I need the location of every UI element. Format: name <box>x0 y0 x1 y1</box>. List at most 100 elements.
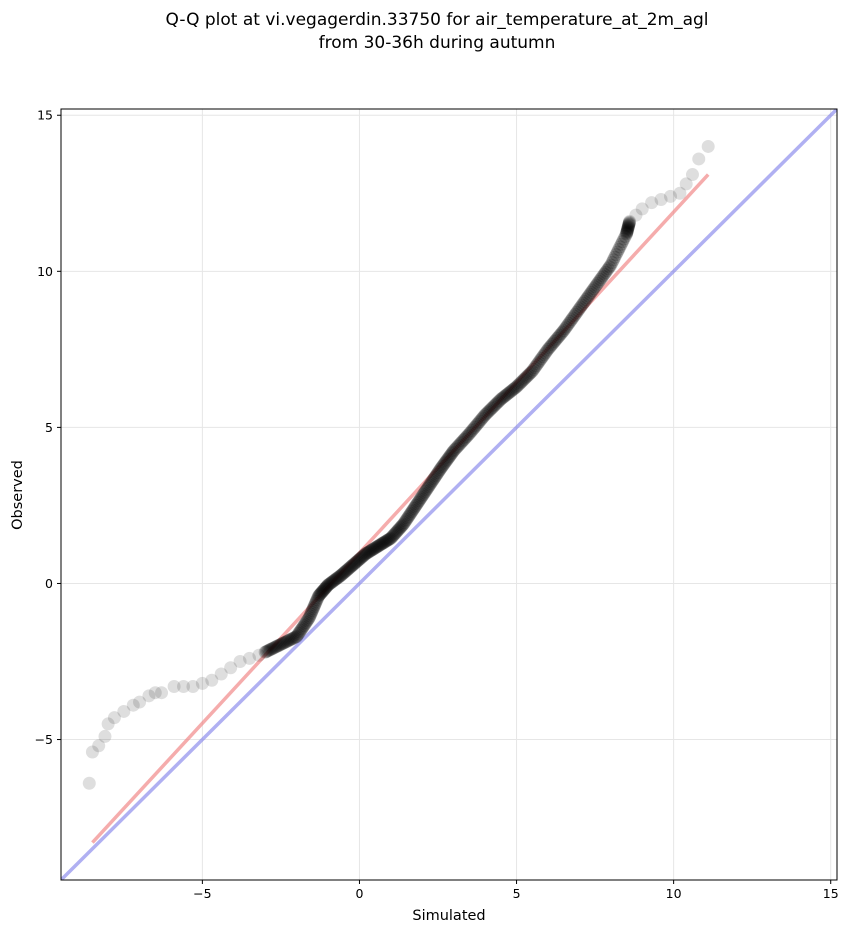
data-point <box>482 404 496 418</box>
data-point <box>436 458 450 472</box>
data-point <box>177 679 191 693</box>
data-point <box>538 346 552 360</box>
data-point <box>282 633 296 647</box>
data-point <box>618 229 632 243</box>
data-point <box>287 631 301 645</box>
data-point <box>422 480 436 494</box>
data-point <box>623 214 637 228</box>
data-point <box>425 475 439 489</box>
data-point <box>346 558 360 572</box>
data-point <box>305 605 319 619</box>
y-tick-label: 10 <box>37 264 53 279</box>
data-point <box>321 578 335 592</box>
data-point <box>515 375 529 389</box>
data-point <box>337 566 351 580</box>
data-point <box>362 545 376 559</box>
identity-line <box>61 109 837 880</box>
data-point <box>205 673 219 687</box>
data-point <box>495 391 509 405</box>
data-point <box>449 441 463 455</box>
data-point <box>443 450 457 464</box>
data-point <box>654 193 668 207</box>
data-point <box>610 245 624 259</box>
data-point <box>555 325 569 339</box>
data-point <box>612 242 626 256</box>
x-axis-label: Simulated <box>412 908 485 924</box>
data-point <box>444 448 458 462</box>
data-point <box>339 564 353 578</box>
data-point <box>411 495 425 509</box>
data-point <box>395 518 409 532</box>
data-point <box>401 511 415 525</box>
data-point <box>453 437 467 451</box>
data-point <box>614 237 628 251</box>
data-point <box>470 417 484 431</box>
data-point <box>373 538 387 552</box>
data-point <box>186 679 200 693</box>
data-point <box>546 336 560 350</box>
data-point <box>616 235 630 249</box>
data-point <box>435 460 449 474</box>
data-point <box>142 689 156 703</box>
data-point <box>261 644 275 658</box>
data-point <box>429 469 443 483</box>
data-point <box>701 139 715 153</box>
data-point <box>335 568 349 582</box>
data-point <box>510 380 524 394</box>
data-point <box>456 434 470 448</box>
data-point <box>417 486 431 500</box>
data-point <box>451 440 465 454</box>
data-point <box>322 577 336 591</box>
data-point <box>499 388 513 402</box>
data-point <box>312 588 326 602</box>
data-point <box>613 240 627 254</box>
data-point <box>85 745 99 759</box>
data-point <box>489 397 503 411</box>
data-point <box>530 357 544 371</box>
data-point <box>412 494 426 508</box>
data-point <box>629 208 643 222</box>
data-point <box>302 611 316 625</box>
data-point <box>562 316 576 330</box>
data-point <box>347 557 361 571</box>
data-point <box>534 351 548 365</box>
data-point <box>621 223 635 237</box>
data-point <box>599 265 613 279</box>
data-point <box>426 473 440 487</box>
data-point <box>513 376 527 390</box>
data-point <box>361 546 375 560</box>
data-point <box>316 583 330 597</box>
data-point <box>457 432 471 446</box>
data-point <box>380 534 394 548</box>
data-point <box>314 586 328 600</box>
data-point <box>608 250 622 264</box>
data-point <box>350 554 364 568</box>
y-tick-label: 5 <box>45 420 53 435</box>
data-point <box>427 472 441 486</box>
data-point <box>266 641 280 655</box>
data-point <box>645 196 659 210</box>
data-point <box>458 431 472 445</box>
data-point <box>485 401 499 415</box>
data-point <box>92 739 106 753</box>
data-point <box>367 542 381 556</box>
data-point <box>356 550 370 564</box>
data-point <box>304 607 318 621</box>
data-point <box>308 598 322 612</box>
data-point <box>98 729 112 743</box>
data-point <box>606 253 620 267</box>
data-point <box>363 544 377 558</box>
data-point <box>483 403 497 417</box>
data-point <box>155 686 169 700</box>
data-point <box>265 642 279 656</box>
data-point <box>392 522 406 536</box>
data-point <box>502 386 516 400</box>
data-point <box>595 271 609 285</box>
data-point <box>536 350 550 364</box>
scatter-points <box>82 139 715 790</box>
data-point <box>433 463 447 477</box>
data-point <box>529 359 543 373</box>
data-point <box>275 637 289 651</box>
data-point <box>452 438 466 452</box>
data-point <box>307 600 321 614</box>
